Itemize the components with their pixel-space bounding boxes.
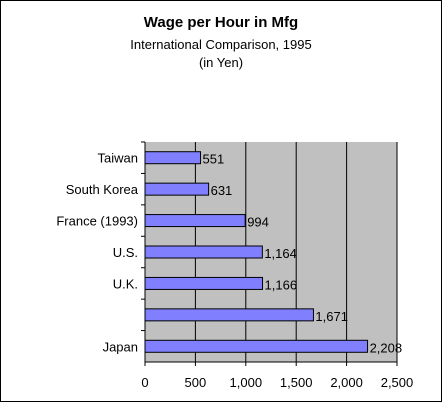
data-label: 1,164 (264, 246, 297, 261)
x-tick-label: 500 (185, 375, 207, 390)
bar (144, 308, 314, 322)
data-label: 994 (247, 215, 269, 230)
data-label: 631 (211, 183, 233, 198)
category-label: Japan (103, 339, 138, 354)
category-label: U.S. (113, 245, 138, 260)
x-tick-label: 1,000 (230, 375, 263, 390)
x-tick-label: 2,000 (330, 375, 363, 390)
bar (144, 276, 264, 290)
x-tick-label: 0 (141, 375, 148, 390)
bar (144, 151, 202, 165)
x-tick-label: 1,500 (280, 375, 313, 390)
x-tick-label: 2,500 (381, 375, 414, 390)
category-label: South Korea (66, 182, 139, 197)
data-label: 1,166 (265, 277, 298, 292)
category-label: U.K. (113, 276, 138, 291)
chart-unit-label: (in Yen) (198, 55, 244, 70)
category-label: France (1993) (56, 214, 138, 229)
data-label: 2,208 (370, 340, 403, 355)
bar (144, 245, 263, 259)
data-label: 551 (203, 152, 225, 167)
data-label: 1,671 (315, 309, 348, 324)
category-label: Taiwan (98, 151, 138, 166)
bar (144, 182, 210, 196)
chart-subtitle: International Comparison, 1995 (130, 37, 312, 52)
bar (144, 214, 246, 228)
chart-title: Wage per Hour in Mfg (143, 14, 299, 31)
bar (144, 339, 369, 353)
